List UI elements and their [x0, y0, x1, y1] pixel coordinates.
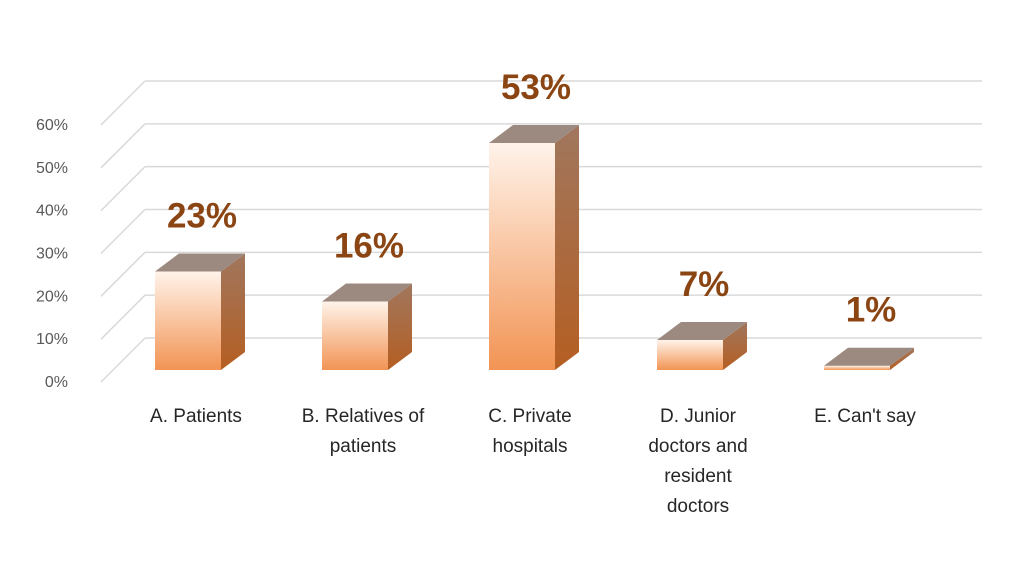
data-label: 23%	[167, 196, 237, 235]
bar-side	[388, 283, 412, 370]
bar-side	[555, 124, 579, 370]
category-label: B. Relatives of patients	[302, 406, 425, 457]
bar	[155, 253, 245, 370]
gridline-depth	[100, 80, 146, 126]
bar-front	[489, 142, 555, 370]
data-label: 1%	[846, 291, 897, 330]
gridline-depth	[100, 294, 146, 340]
bar-side	[890, 347, 914, 370]
data-labels: 23% 16% 53% 7% 1%	[167, 68, 896, 330]
y-tick-label: 30%	[36, 246, 68, 263]
bar-front	[322, 301, 388, 370]
gridline-depth	[100, 123, 146, 169]
category-label: D. Junior doctors and resident doctors	[648, 406, 747, 517]
data-label: 53%	[501, 68, 571, 107]
bar	[824, 347, 914, 370]
bar-top	[824, 347, 914, 366]
bar-front	[824, 365, 890, 370]
category-label: A. Patients	[150, 406, 242, 427]
y-axis-ticks: 0% 10% 20% 30% 40% 50% 60%	[36, 117, 68, 391]
y-tick-label: 0%	[45, 374, 68, 391]
y-tick-label: 20%	[36, 288, 68, 305]
bar	[322, 283, 412, 370]
y-tick-label: 50%	[36, 160, 68, 177]
category-label: C. Private hospitals	[488, 406, 571, 457]
data-label: 7%	[679, 265, 730, 304]
gridline-depth	[100, 166, 146, 212]
bar-top	[657, 322, 747, 341]
y-tick-label: 40%	[36, 203, 68, 220]
gridline-depth	[100, 251, 146, 297]
bar	[489, 124, 579, 370]
gridline-depth	[100, 337, 146, 383]
bar-top	[322, 283, 412, 302]
y-tick-label: 60%	[36, 117, 68, 134]
category-label: E. Can't say	[814, 406, 916, 427]
bars	[155, 124, 914, 370]
bar-side	[723, 322, 747, 370]
y-tick-label: 10%	[36, 331, 68, 348]
x-axis-categories: A. Patients B. Relatives of patients C. Pri…	[150, 406, 916, 517]
bar	[657, 322, 747, 370]
bar-front	[657, 340, 723, 370]
bar-front	[155, 271, 221, 370]
gridline-depth	[100, 208, 146, 255]
data-label: 16%	[334, 226, 404, 265]
bar-top	[155, 253, 245, 272]
bar-side	[221, 253, 245, 370]
bar-top	[489, 124, 579, 143]
